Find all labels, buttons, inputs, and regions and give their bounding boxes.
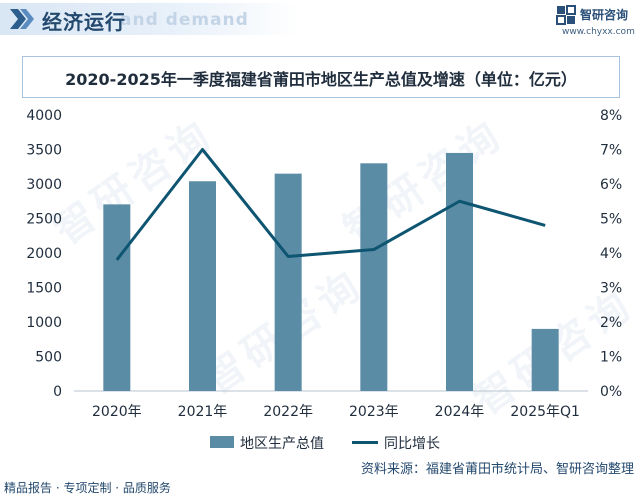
header-ghost-text: and demand bbox=[120, 10, 249, 30]
double-chevron-icon bbox=[10, 9, 34, 29]
footer-text: 精品报告 · 专项定制 · 品质服务 bbox=[4, 481, 171, 495]
right-tick-label: 7% bbox=[600, 143, 622, 159]
left-tick-label: 3000 bbox=[26, 177, 62, 193]
right-tick-label: 1% bbox=[600, 350, 622, 366]
x-tick-label: 2021年 bbox=[178, 404, 228, 420]
bar bbox=[446, 152, 473, 391]
legend-swatch-bar bbox=[210, 436, 234, 448]
footer: 精品报告 · 专项定制 · 品质服务 bbox=[0, 476, 640, 499]
legend-label-line: 同比增长 bbox=[384, 436, 440, 452]
brand-logo: 智研咨询 www.chyxx.com bbox=[556, 5, 636, 37]
x-tick-label: 2025年Q1 bbox=[510, 404, 580, 420]
bar bbox=[103, 204, 131, 391]
bar bbox=[189, 181, 216, 391]
legend: 地区生产总值 同比增长 bbox=[210, 432, 470, 452]
legend-swatch-line bbox=[352, 441, 378, 444]
left-axis: 0 500 1000 1500 2000 2500 3000 3500 4000 bbox=[26, 108, 62, 400]
series-line bbox=[115, 148, 546, 261]
right-tick-label: 2% bbox=[600, 315, 622, 331]
chart-title-box: 2020-2025年一季度福建省莆田市地区生产总值及增速（单位：亿元） bbox=[22, 56, 620, 98]
right-tick-label: 5% bbox=[600, 212, 622, 228]
chart-title: 2020-2025年一季度福建省莆田市地区生产总值及增速（单位：亿元） bbox=[65, 70, 577, 89]
left-tick-label: 500 bbox=[35, 350, 62, 366]
header-banner bbox=[0, 3, 300, 35]
brand-url: www.chyxx.com bbox=[562, 27, 635, 37]
bar bbox=[360, 163, 388, 391]
right-tick-label: 8% bbox=[600, 108, 622, 124]
brand-name: 智研咨询 bbox=[580, 8, 629, 22]
right-tick-label: 0% bbox=[600, 384, 622, 400]
page-title: 经济运行 bbox=[42, 10, 126, 34]
bar-series bbox=[103, 152, 559, 391]
left-tick-label: 2000 bbox=[26, 246, 62, 262]
bar bbox=[274, 173, 302, 391]
left-tick-label: 1000 bbox=[26, 315, 62, 331]
legend-label-bar: 地区生产总值 bbox=[240, 436, 324, 452]
x-tick-label: 2020年 bbox=[92, 404, 142, 420]
left-tick-label: 2500 bbox=[26, 212, 62, 228]
left-tick-label: 3500 bbox=[26, 143, 62, 159]
x-tick-label: 2022年 bbox=[263, 404, 313, 420]
x-axis: 2020年 2021年 2022年 2023年 2024年 2025年Q1 bbox=[92, 404, 580, 420]
header: and demand 经济运行 智研咨询 www.chyxx.com bbox=[0, 0, 640, 38]
brand-logo-icon bbox=[556, 5, 576, 25]
combo-chart: 0 500 1000 1500 2000 2500 3000 3500 4000 0% 1% 2% 3… bbox=[26, 108, 622, 420]
right-tick-label: 4% bbox=[600, 246, 622, 262]
left-tick-label: 0 bbox=[53, 384, 62, 400]
bar bbox=[531, 328, 559, 391]
left-tick-label: 4000 bbox=[26, 108, 62, 124]
source-note: 资料来源：福建省莆田市统计局、智研咨询整理 bbox=[360, 462, 634, 477]
right-tick-label: 3% bbox=[600, 281, 622, 297]
right-axis: 0% 1% 2% 3% 4% 5% 6% 7% 8% bbox=[600, 108, 622, 400]
right-tick-label: 6% bbox=[600, 177, 622, 193]
x-tick-label: 2024年 bbox=[435, 404, 485, 420]
left-tick-label: 1500 bbox=[26, 281, 62, 297]
x-tick-label: 2023年 bbox=[349, 404, 399, 420]
line-series bbox=[115, 148, 546, 261]
